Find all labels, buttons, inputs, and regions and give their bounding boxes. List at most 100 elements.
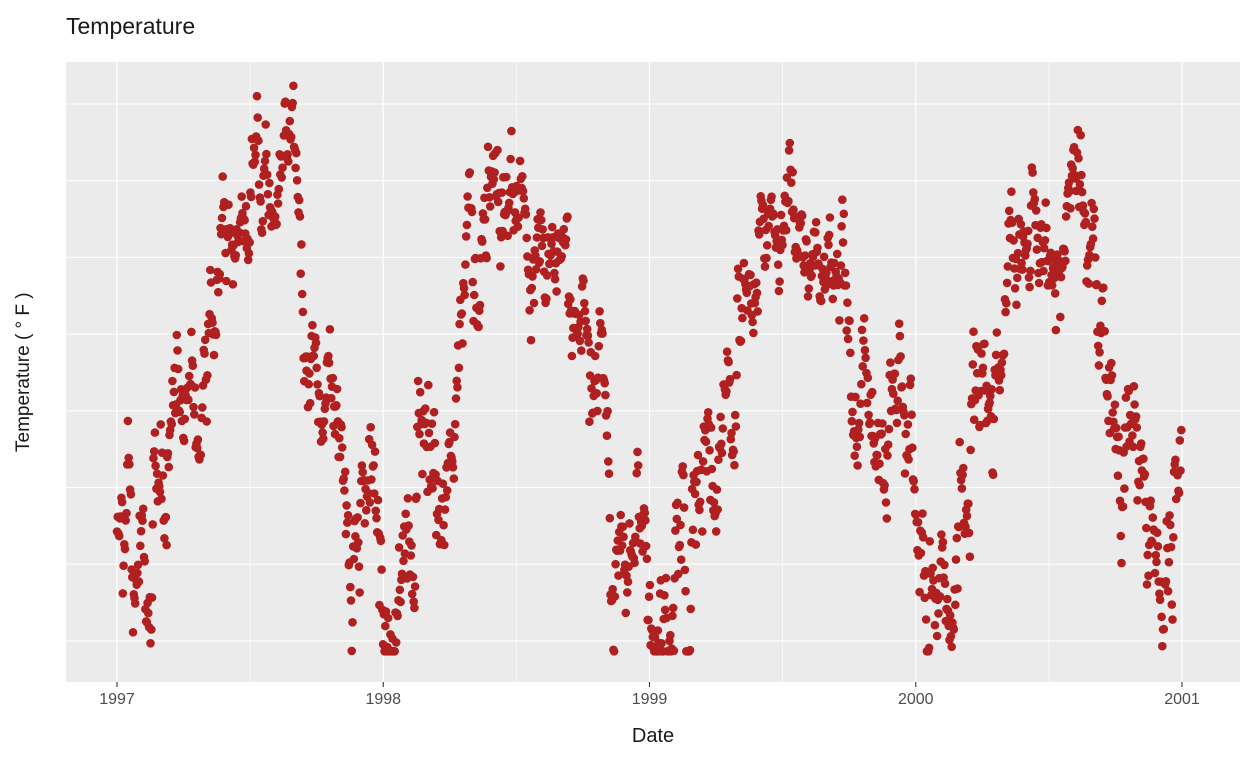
data-point: [850, 451, 859, 461]
data-point: [493, 145, 502, 155]
data-point: [718, 424, 728, 433]
data-point: [1039, 266, 1048, 276]
data-point: [1163, 586, 1173, 596]
data-point: [452, 376, 462, 386]
data-point: [1152, 557, 1161, 567]
data-point: [365, 498, 375, 507]
data-point: [691, 540, 701, 549]
data-point: [258, 216, 268, 226]
data-point: [196, 450, 206, 460]
data-point: [857, 379, 866, 389]
data-point: [854, 425, 863, 434]
data-point: [515, 156, 525, 166]
data-point: [1089, 204, 1099, 214]
data-point: [863, 373, 873, 383]
data-point: [383, 613, 393, 623]
data-point: [404, 521, 413, 530]
data-point: [748, 317, 757, 327]
data-point: [294, 195, 304, 205]
data-point: [409, 597, 419, 606]
data-point: [903, 420, 913, 429]
data-point: [830, 258, 839, 268]
data-point: [996, 370, 1006, 380]
data-point: [676, 555, 686, 564]
data-point: [211, 330, 221, 340]
data-point: [760, 262, 770, 271]
data-point: [1056, 312, 1065, 322]
data-point: [1099, 283, 1108, 293]
data-point: [1030, 194, 1040, 204]
data-point: [1018, 265, 1027, 274]
data-point: [714, 455, 723, 465]
data-point: [988, 470, 998, 480]
data-point: [469, 290, 479, 300]
data-point: [1103, 392, 1112, 401]
data-point: [881, 498, 891, 507]
data-point: [353, 513, 362, 522]
data-point: [373, 495, 383, 505]
data-point: [1114, 432, 1123, 442]
data-point: [1107, 358, 1116, 368]
data-point: [1009, 236, 1018, 245]
data-point: [716, 412, 725, 422]
data-point: [401, 509, 411, 519]
data-point: [367, 475, 376, 484]
data-point: [253, 113, 262, 122]
data-point: [550, 274, 560, 284]
data-point: [889, 389, 898, 399]
data-point: [1146, 496, 1155, 506]
data-point: [514, 213, 523, 222]
data-point: [1040, 236, 1050, 245]
data-point: [895, 331, 905, 341]
data-point: [583, 331, 593, 341]
data-point: [1066, 204, 1075, 213]
data-point: [1025, 282, 1034, 292]
data-point: [335, 452, 345, 462]
data-point: [934, 609, 943, 618]
data-point: [148, 520, 157, 529]
data-point: [485, 202, 495, 211]
x-tick-label: 1997: [99, 691, 135, 708]
data-point: [1031, 206, 1041, 215]
data-point: [252, 91, 262, 101]
data-point: [189, 402, 198, 412]
data-point: [190, 410, 199, 419]
data-point: [938, 537, 948, 547]
data-point: [458, 339, 467, 348]
data-point: [928, 563, 937, 573]
data-point: [660, 591, 669, 600]
data-point: [1161, 577, 1171, 586]
data-point: [1088, 234, 1098, 243]
data-point: [803, 292, 813, 301]
data-point: [616, 510, 625, 520]
data-point: [1076, 130, 1085, 140]
data-point: [376, 536, 386, 546]
data-point: [685, 645, 695, 655]
data-point: [179, 436, 189, 446]
data-point: [332, 401, 341, 410]
data-point: [370, 489, 379, 498]
data-point: [430, 438, 440, 448]
data-point: [342, 501, 351, 510]
data-point: [1176, 466, 1185, 475]
data-point: [291, 163, 300, 173]
data-point: [319, 417, 329, 426]
data-point: [393, 611, 402, 621]
data-point: [224, 200, 233, 209]
data-point: [453, 383, 462, 392]
data-point: [421, 404, 430, 413]
data-point: [1017, 258, 1026, 268]
data-point: [953, 584, 962, 593]
data-point: [538, 225, 547, 234]
data-point: [738, 313, 747, 323]
data-point: [504, 198, 514, 208]
data-point: [415, 429, 424, 439]
data-point: [526, 335, 536, 345]
data-point: [434, 515, 443, 525]
data-point: [485, 193, 494, 202]
data-point: [125, 460, 134, 469]
data-point: [1042, 223, 1051, 233]
x-tick-label: 1998: [365, 691, 402, 708]
data-point: [980, 339, 989, 349]
data-point: [337, 443, 347, 452]
